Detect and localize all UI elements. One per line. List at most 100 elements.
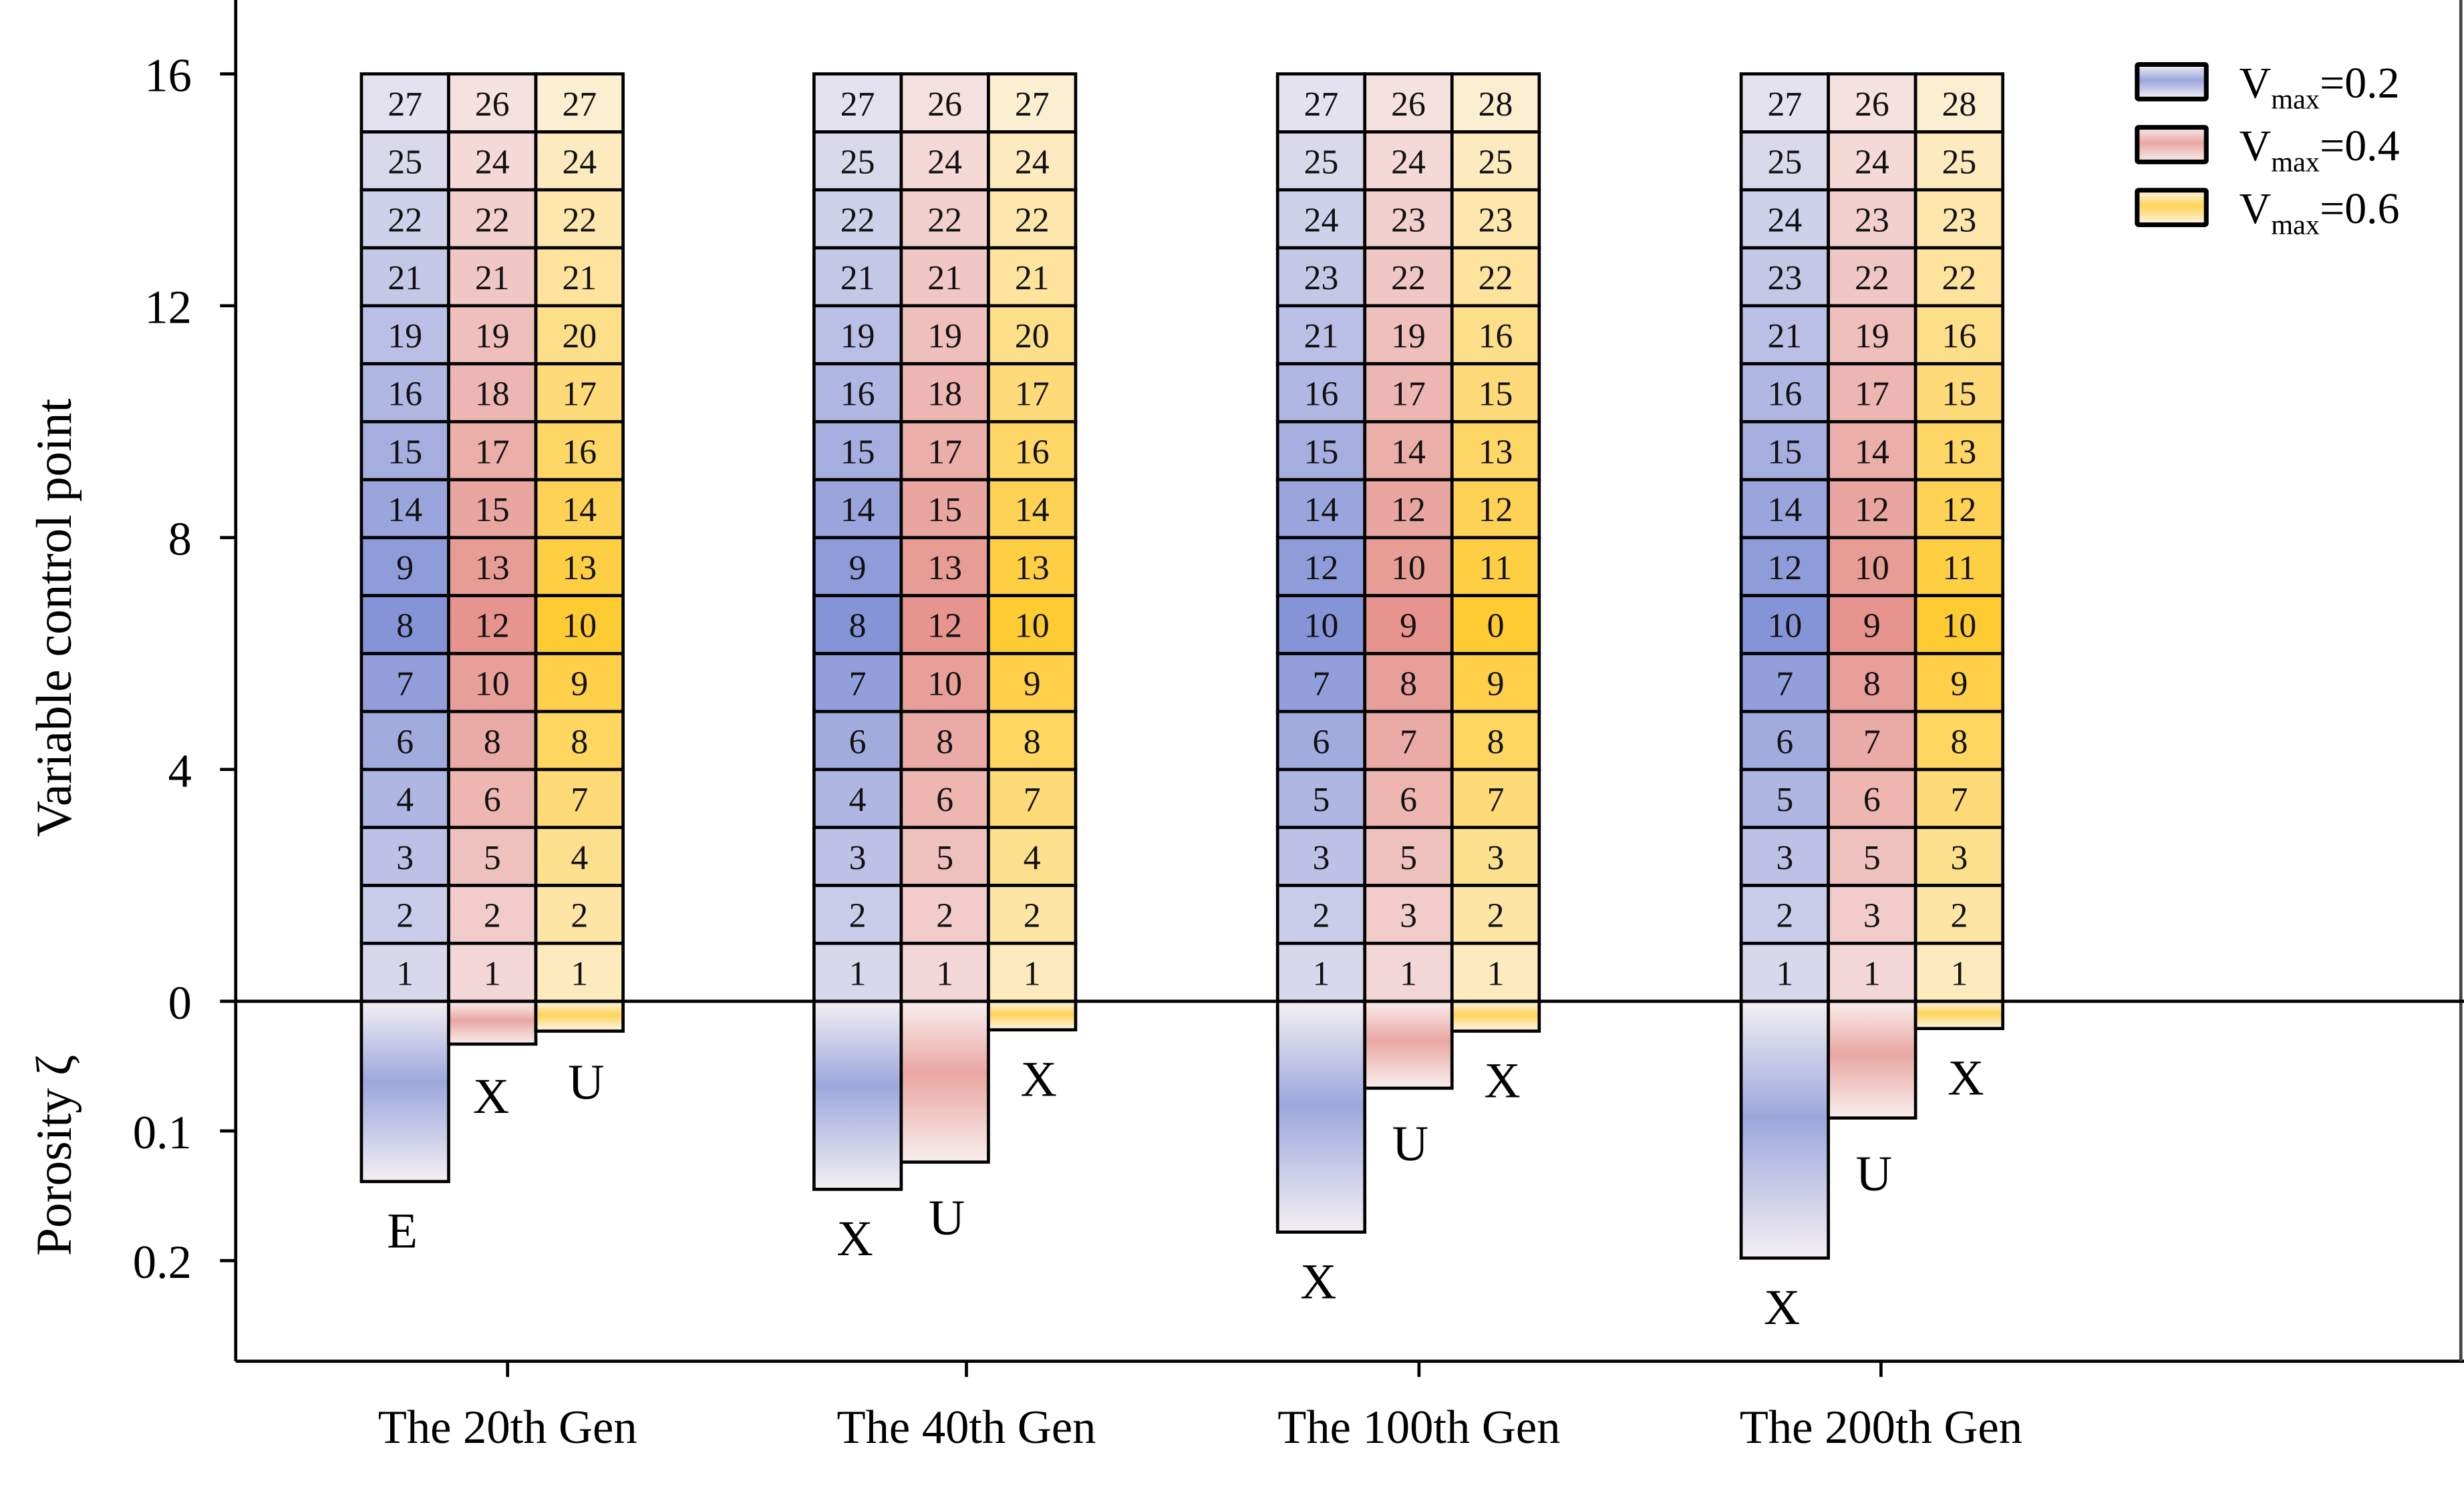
cell-value-label: 9 [1024, 665, 1041, 703]
cell-value-label: 2 [571, 897, 588, 935]
grid-cell [899, 768, 990, 829]
cell-value-label: 9 [571, 665, 588, 703]
cell-value-label: 12 [1391, 491, 1426, 529]
cell-value-label: 3 [849, 839, 867, 877]
cell-value-label: 24 [1015, 144, 1050, 182]
grid-cell [359, 594, 450, 655]
cell-value-label: 18 [475, 375, 510, 414]
cell-value-label: 19 [840, 317, 875, 355]
cell-value-label: 21 [562, 259, 597, 297]
cell-value-label: 7 [1024, 781, 1041, 819]
cell-value-label: 14 [840, 491, 875, 529]
grid-cell [899, 420, 990, 482]
grid-cell [1450, 536, 1541, 597]
cell-value-label: 8 [571, 723, 588, 761]
grid-cell [1363, 362, 1454, 424]
cell-value-label: 9 [849, 549, 867, 587]
cell-value-label: 22 [1391, 259, 1426, 297]
cell-value-label: 14 [562, 491, 597, 529]
grid-cell [447, 246, 538, 308]
cell-value-label: 20 [1015, 317, 1050, 355]
cell-value-label: 24 [1304, 201, 1339, 239]
cell-value-label: 20 [562, 317, 597, 355]
grid-cell [1913, 536, 2005, 597]
cell-value-label: 13 [475, 549, 510, 587]
cell-value-label: 13 [1015, 549, 1050, 587]
grid-cell [1450, 188, 1541, 250]
porosity-material-label: X [1484, 1053, 1520, 1108]
cell-value-label: 25 [1479, 144, 1513, 182]
cell-value-label: 9 [1487, 665, 1505, 703]
cell-value-label: 17 [927, 433, 962, 471]
cell-value-label: 22 [1942, 259, 1977, 297]
grid-cell [1913, 884, 2005, 945]
legend-swatch [2135, 188, 2209, 228]
grid-cell [987, 72, 1078, 134]
porosity-material-label: E [387, 1204, 418, 1259]
cell-value-label: 12 [1479, 491, 1513, 529]
cell-value-label: 10 [927, 665, 962, 703]
y-axis-title-top: Variable control point [27, 398, 82, 837]
grid-cell [987, 651, 1078, 713]
cell-value-label: 9 [1950, 665, 1968, 703]
grid-cell [1827, 536, 1917, 597]
grid-cell [359, 420, 450, 482]
cell-value-label: 16 [1304, 375, 1339, 414]
cell-value-label: 13 [562, 549, 597, 587]
porosity-material-label: X [1021, 1051, 1057, 1107]
grid-cell [534, 72, 625, 134]
x-tick-label: The 200th Gen [1740, 1401, 2022, 1454]
cell-value-label: 4 [571, 839, 588, 877]
cell-value-label: 11 [1942, 549, 1976, 587]
cell-value-label: 3 [396, 839, 414, 877]
cell-value-label: 10 [562, 607, 597, 645]
cell-value-label: 14 [388, 491, 422, 529]
grid-cell [534, 651, 625, 713]
cell-value-label: 2 [1024, 897, 1041, 935]
cell-value-label: 23 [1942, 201, 1977, 239]
cell-value-label: 12 [1942, 491, 1977, 529]
cell-value-label: 28 [1479, 86, 1513, 124]
cell-value-label: 17 [1855, 375, 1889, 414]
grid-cell [1827, 826, 1917, 887]
cell-value-label: 19 [475, 317, 510, 355]
grid-cell [812, 304, 903, 365]
cell-value-label: 2 [1950, 897, 1968, 935]
grid-cell [812, 246, 903, 308]
y-tick-label: 12 [144, 282, 192, 334]
cell-value-label: 9 [396, 549, 414, 587]
grid-cell [1450, 72, 1541, 134]
cell-value-label: 7 [1313, 665, 1330, 703]
grid-cell [1363, 651, 1454, 713]
cell-value-label: 22 [840, 201, 875, 239]
cell-value-label: 7 [1487, 781, 1505, 819]
legend-label: Vmax=0.6 [2240, 184, 2400, 240]
grid-cell [447, 941, 538, 1003]
legend-label-value: =0.2 [2320, 59, 2399, 108]
grid-cell [1913, 478, 2005, 540]
cell-value-label: 11 [1479, 549, 1513, 587]
grid-cell [534, 420, 625, 482]
grid-cell [1739, 941, 1830, 1003]
cell-value-label: 25 [1942, 144, 1977, 182]
cell-value-label: 16 [562, 433, 597, 471]
grid-cell [1275, 72, 1367, 134]
grid-cell [1739, 478, 1830, 540]
cell-value-label: 2 [484, 897, 501, 935]
porosity-bar [1275, 999, 1367, 1234]
porosity-bar [987, 999, 1078, 1031]
grid-cell [1739, 651, 1830, 713]
legend-label-subscript: max [2271, 146, 2320, 178]
grid-cell [1450, 246, 1541, 308]
grid-cell [1913, 246, 2005, 308]
grid-cell [987, 304, 1078, 365]
cell-value-label: 16 [388, 375, 422, 414]
porosity-bar [1913, 999, 2005, 1031]
cell-value-label: 21 [1015, 259, 1050, 297]
cell-value-label: 14 [1855, 433, 1889, 471]
cell-value-label: 21 [388, 259, 422, 297]
grid-cell [1913, 188, 2005, 250]
cell-value-label: 24 [1391, 144, 1426, 182]
grid-cell [899, 709, 990, 772]
